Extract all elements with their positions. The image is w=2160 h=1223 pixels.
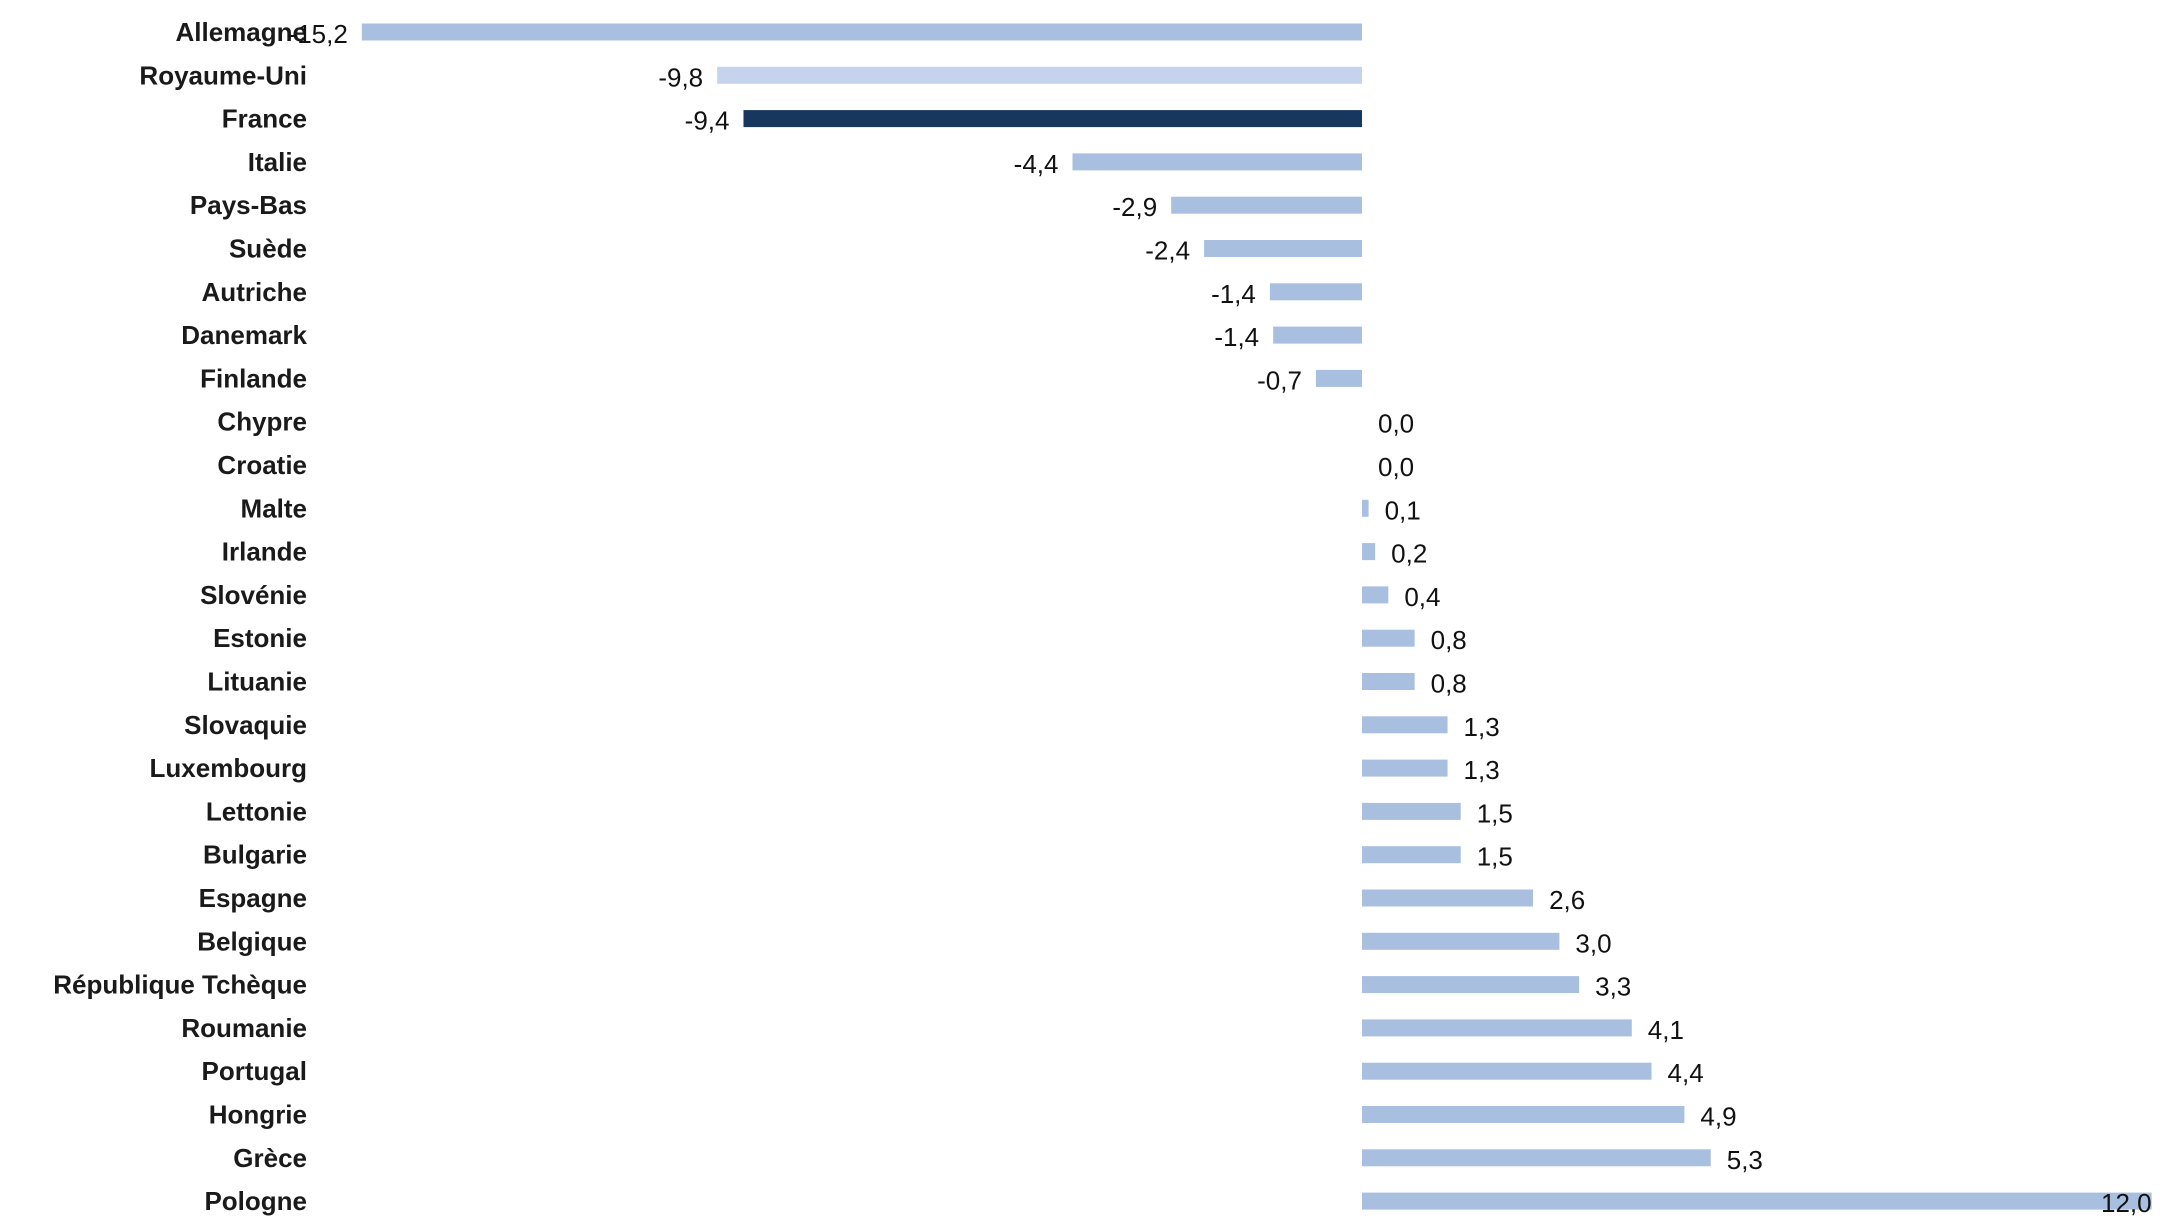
value-label-republique-tcheque: 3,3 (1595, 972, 1631, 1002)
value-label-grece: 5,3 (1727, 1145, 1763, 1175)
category-label-republique-tcheque: République Tchèque (53, 970, 307, 1000)
value-label-croatie: 0,0 (1378, 452, 1414, 482)
value-label-royaume-uni: -9,8 (658, 62, 703, 92)
value-label-pays-bas: -2,9 (1112, 192, 1157, 222)
bar-pays-bas (1171, 196, 1362, 214)
category-label-portugal: Portugal (202, 1056, 307, 1086)
value-label-slovaquie: 1,3 (1464, 712, 1500, 742)
value-label-bulgarie: 1,5 (1477, 842, 1513, 872)
category-label-hongrie: Hongrie (209, 1100, 307, 1130)
bar-suede (1204, 240, 1362, 257)
category-label-luxembourg: Luxembourg (150, 753, 307, 783)
value-label-portugal: 4,4 (1668, 1058, 1704, 1088)
bar-autriche (1269, 283, 1362, 301)
category-label-pays-bas: Pays-Bas (190, 190, 307, 220)
category-label-croatie: Croatie (217, 450, 307, 480)
bar-portugal (1362, 1062, 1652, 1080)
value-label-malte: 0,1 (1385, 495, 1421, 525)
bar-finlande (1315, 369, 1362, 387)
bar-allemagne (361, 23, 1363, 41)
value-labels: -15,2 -9,8 -9,4 -4,4 -2,9 -2,4 -1,4 -1,4 -0,7 0,0… (289, 19, 2152, 1218)
category-label-pologne: Pologne (204, 1186, 307, 1216)
value-label-italie: -4,4 (1014, 149, 1059, 179)
value-label-pologne: 12,0 (2101, 1188, 2152, 1218)
category-label-estonie: Estonie (213, 623, 307, 653)
category-label-slovaquie: Slovaquie (184, 710, 307, 740)
category-label-irlande: Irlande (222, 537, 307, 567)
bar-grece (1362, 1149, 1711, 1167)
category-label-lettonie: Lettonie (206, 796, 307, 826)
bar-roumanie (1362, 1019, 1632, 1037)
bar-malte (1362, 499, 1369, 517)
value-label-espagne: 2,6 (1549, 885, 1585, 915)
value-label-irlande: 0,2 (1391, 539, 1427, 569)
value-label-chypre: 0,0 (1378, 409, 1414, 439)
bar-estonie (1362, 629, 1415, 647)
value-label-france: -9,4 (685, 106, 730, 136)
category-label-lituanie: Lituanie (207, 667, 307, 697)
category-label-malte: Malte (241, 493, 307, 523)
value-label-luxembourg: 1,3 (1464, 755, 1500, 785)
value-label-danemark: -1,4 (1214, 322, 1259, 352)
value-label-slovenie: 0,4 (1404, 582, 1440, 612)
category-label-allemagne: Allemagne (176, 17, 308, 47)
category-label-autriche: Autriche (202, 277, 307, 307)
category-label-bulgarie: Bulgarie (203, 840, 307, 870)
category-labels: Allemagne Royaume-Uni France Italie Pays-Bas… (53, 17, 307, 1216)
category-label-royaume-uni: Royaume-Uni (139, 60, 307, 90)
bar-royaume-uni (717, 66, 1362, 84)
bar-hongrie (1362, 1106, 1685, 1123)
value-label-belgique: 3,0 (1575, 928, 1611, 958)
category-label-italie: Italie (248, 147, 307, 177)
bar-irlande (1362, 543, 1376, 561)
bars (361, 23, 2152, 1210)
bar-lettonie (1362, 802, 1461, 820)
bar-luxembourg (1362, 759, 1448, 777)
value-label-lettonie: 1,5 (1477, 798, 1513, 828)
bar-bulgarie (1362, 846, 1461, 864)
category-label-roumanie: Roumanie (181, 1013, 307, 1043)
bar-belgique (1362, 932, 1560, 950)
value-label-hongrie: 4,9 (1700, 1102, 1736, 1132)
value-label-autriche: -1,4 (1211, 279, 1256, 309)
bar-danemark (1273, 326, 1362, 344)
category-label-danemark: Danemark (181, 320, 307, 350)
value-label-lituanie: 0,8 (1431, 669, 1467, 699)
bar-italie (1072, 153, 1362, 171)
bar-lituanie (1362, 673, 1415, 690)
bar-espagne (1362, 889, 1534, 907)
bar-pologne (1362, 1192, 2152, 1210)
value-label-roumanie: 4,1 (1648, 1015, 1684, 1045)
value-label-allemagne: -15,2 (289, 19, 348, 49)
value-label-suede: -2,4 (1145, 236, 1190, 266)
category-label-belgique: Belgique (197, 926, 307, 956)
bar-republique-tcheque (1362, 976, 1580, 994)
bar-slovenie (1362, 586, 1389, 604)
category-label-espagne: Espagne (199, 883, 307, 913)
category-label-chypre: Chypre (217, 407, 307, 437)
value-label-estonie: 0,8 (1431, 625, 1467, 655)
category-label-slovenie: Slovénie (200, 580, 307, 610)
bar-france (743, 110, 1362, 128)
category-label-france: France (222, 104, 307, 134)
category-label-grece: Grèce (233, 1143, 307, 1173)
category-label-suede: Suède (229, 234, 307, 264)
value-label-finlande: -0,7 (1257, 365, 1302, 395)
bar-slovaquie (1362, 716, 1448, 734)
category-label-finlande: Finlande (200, 363, 307, 393)
